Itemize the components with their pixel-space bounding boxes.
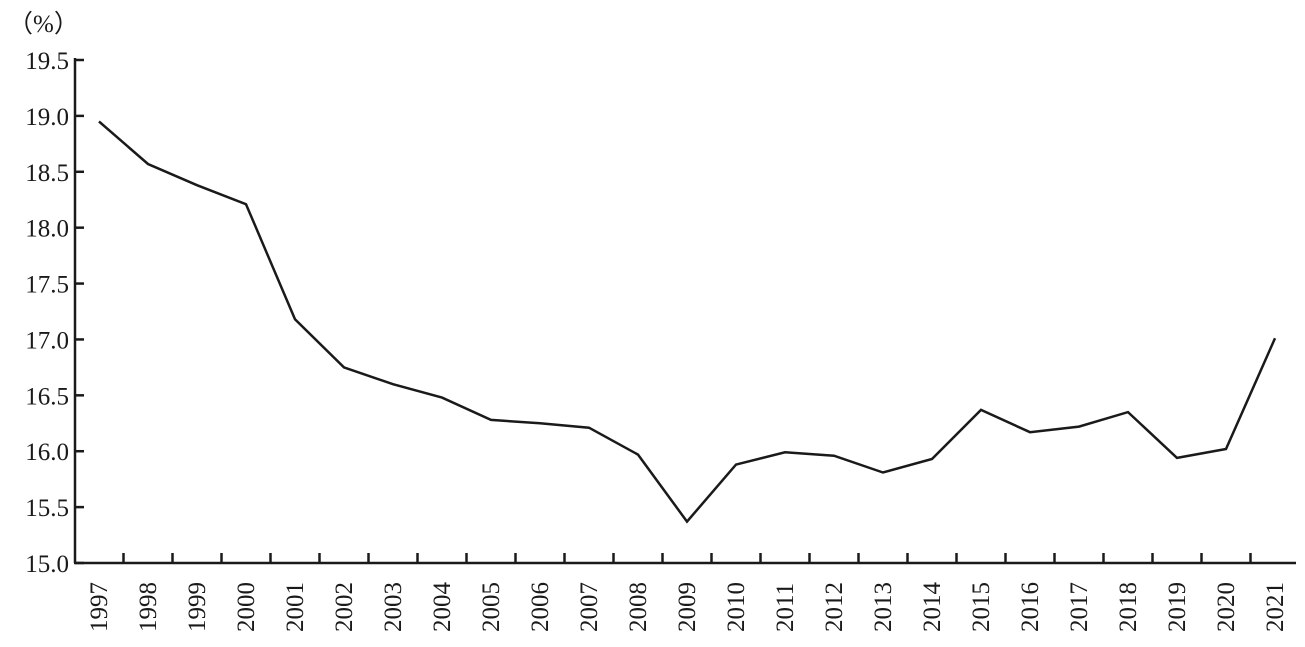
y-tick-label: 18.0 bbox=[25, 216, 69, 243]
x-tick-label: 2016 bbox=[1017, 582, 1044, 632]
x-tick-label: 2012 bbox=[821, 582, 848, 632]
y-tick-label: 17.5 bbox=[25, 272, 69, 299]
x-tick-label: 2006 bbox=[527, 582, 554, 632]
x-tick-label: 2015 bbox=[968, 582, 995, 632]
y-tick-label: 16.5 bbox=[25, 383, 69, 410]
y-tick-label: 19.0 bbox=[25, 104, 69, 131]
y-tick-label: 15.5 bbox=[25, 495, 69, 522]
y-axis-unit-label: （%） bbox=[8, 10, 79, 38]
x-tick-label: 1997 bbox=[86, 582, 113, 632]
x-tick-label: 2014 bbox=[919, 582, 946, 633]
y-tick-label: 18.5 bbox=[25, 160, 69, 187]
x-tick-label: 2007 bbox=[576, 582, 603, 632]
series-group bbox=[98, 120, 1277, 524]
x-tick-label: 2009 bbox=[674, 582, 701, 632]
x-tick-label: 2020 bbox=[1213, 582, 1240, 632]
x-tick-label: 2008 bbox=[625, 582, 652, 632]
x-tick-label: 2004 bbox=[429, 582, 456, 633]
x-tick-label: 2013 bbox=[870, 582, 897, 632]
x-tick-label: 2003 bbox=[380, 582, 407, 632]
y-axis-ticks: 15.0 15.5 16.0 16.5 17.0 17.5 18.0 18.5 19.0 19.5 bbox=[25, 48, 84, 578]
x-tick-label: 2001 bbox=[282, 582, 309, 632]
y-tick-label: 17.0 bbox=[25, 327, 69, 354]
x-tick-label: 2002 bbox=[331, 582, 358, 632]
y-tick-label: 15.0 bbox=[25, 551, 69, 578]
x-tick-label: 1999 bbox=[184, 582, 211, 632]
x-tick-label: 2010 bbox=[723, 582, 750, 632]
x-tick-label: 2019 bbox=[1164, 582, 1191, 632]
x-tick-label: 2021 bbox=[1262, 582, 1289, 632]
x-tick-label: 2017 bbox=[1066, 582, 1093, 632]
y-tick-label: 19.5 bbox=[25, 48, 69, 75]
x-tick-label: 2011 bbox=[772, 583, 799, 632]
x-tick-label: 2018 bbox=[1115, 582, 1142, 632]
x-axis-ticks: 1997 1998 1999 2000 2001 2002 2003 2004 2005 2006… bbox=[86, 553, 1289, 632]
y-tick-label: 16.0 bbox=[25, 439, 69, 466]
series-line bbox=[98, 120, 1277, 524]
x-tick-label: 2000 bbox=[233, 582, 260, 632]
x-tick-label: 2005 bbox=[478, 582, 505, 632]
x-tick-label: 1998 bbox=[135, 582, 162, 632]
